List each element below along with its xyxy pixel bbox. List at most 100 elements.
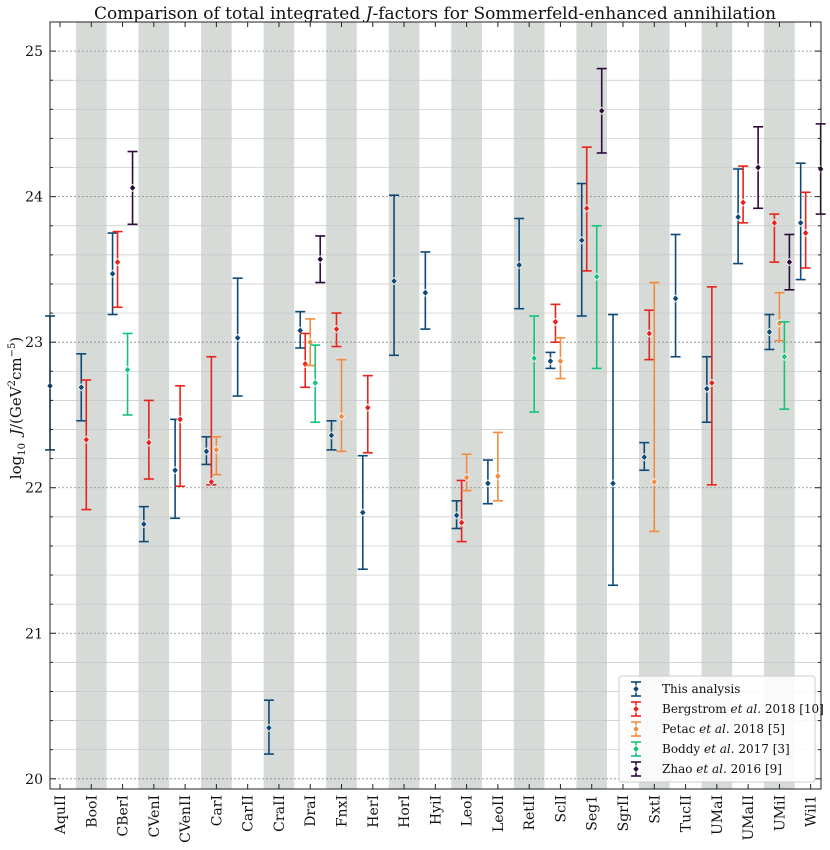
marker-diamond — [171, 466, 179, 475]
point-hyii — [420, 251, 431, 330]
x-tick-label: FnxI — [335, 795, 351, 827]
marker-diamond — [598, 106, 606, 115]
point-wil1 — [800, 191, 811, 269]
x-tick-label: AquII — [53, 795, 69, 835]
point-seg1 — [581, 146, 592, 272]
marker-diamond — [780, 352, 789, 361]
point-umai — [706, 286, 717, 486]
marker-diamond — [296, 326, 304, 335]
point-sxti — [649, 281, 660, 533]
marker-diamond — [452, 511, 461, 520]
marker-diamond — [484, 479, 492, 488]
marker-diamond — [593, 272, 601, 281]
point-heri — [362, 374, 373, 454]
point-drai — [310, 344, 321, 424]
point-umaii — [753, 125, 764, 210]
y-tick-label: 21 — [25, 626, 43, 642]
x-tick-label: HyiI — [428, 795, 444, 825]
point-umii — [779, 321, 790, 410]
point-cberi — [127, 150, 138, 226]
marker-diamond — [754, 163, 762, 172]
point-umii — [784, 233, 795, 291]
x-tick-label: BooI — [84, 795, 100, 828]
x-tick-label: LeoII — [491, 795, 507, 832]
x-tick-label: CVenI — [147, 795, 163, 837]
shaded-bands — [75, 22, 795, 789]
marker-diamond — [650, 477, 658, 487]
point-umaii — [738, 165, 749, 224]
point-leoi — [451, 500, 462, 530]
legend-label: Bergstrom et al. 2018 [10] — [662, 702, 824, 716]
x-axis: AquII BooI CBerI CVenI CVenII CarI CarII CraII D… — [53, 22, 820, 843]
marker-diamond — [145, 438, 153, 447]
x-tick-label: UMaII — [741, 795, 757, 841]
point-cvenii — [170, 418, 181, 520]
series-2 — [211, 281, 785, 533]
x-tick-label: CVenII — [178, 795, 194, 843]
marker-diamond — [108, 269, 117, 278]
x-tick-label: SxtI — [647, 795, 663, 824]
marker-diamond — [703, 384, 711, 393]
marker-diamond — [176, 415, 184, 424]
legend-item-2: Petac et al. 2018 [5] — [631, 721, 785, 737]
marker-diamond — [494, 471, 502, 481]
legend-box — [618, 675, 816, 783]
marker-diamond — [734, 212, 742, 222]
legend-label: Boddy et al. 2017 [3] — [662, 742, 790, 756]
data-points — [45, 67, 826, 755]
marker-diamond — [207, 477, 216, 487]
point-fnxi — [326, 419, 337, 451]
marker-diamond — [140, 519, 148, 529]
marker-diamond — [457, 518, 466, 527]
marker-diamond — [233, 333, 242, 342]
point-cari — [206, 355, 217, 487]
marker-diamond — [359, 508, 367, 517]
marker-diamond — [515, 260, 523, 270]
x-tick-label: SgrII — [616, 795, 632, 831]
marker-diamond — [311, 378, 319, 388]
x-tick-label: DraI — [303, 795, 319, 827]
marker-diamond — [212, 445, 221, 455]
legend-marker — [632, 744, 640, 754]
x-tick-label: Wil1 — [804, 795, 820, 827]
point-hori — [389, 194, 400, 357]
marker-diamond — [113, 258, 122, 267]
marker-diamond — [671, 294, 680, 303]
x-tick-label: LeoI — [460, 795, 476, 827]
point-booi — [81, 379, 92, 511]
point-retii — [514, 217, 525, 310]
point-cberi — [112, 230, 123, 309]
series-1 — [81, 146, 811, 543]
marker-diamond — [551, 317, 560, 326]
y-tick-label: 23 — [25, 335, 43, 351]
marker-diamond — [327, 431, 336, 440]
x-tick-label: CBerI — [116, 795, 132, 837]
point-cveni — [138, 505, 149, 543]
marker-diamond — [530, 354, 538, 363]
band-hori — [388, 22, 420, 789]
y-axis-label: log10J/(GeV2cm−5) — [7, 337, 28, 479]
point-leoi — [461, 453, 472, 492]
point-booi — [76, 353, 87, 422]
legend-item-1: Bergstrom et al. 2018 [10] — [631, 701, 824, 717]
x-tick-label: CarI — [209, 795, 225, 826]
legend-marker — [632, 764, 640, 774]
band-craii — [263, 22, 295, 789]
band-cveni — [138, 22, 170, 789]
point-scli — [545, 351, 556, 370]
point-cberi — [122, 332, 133, 416]
point-scli — [550, 303, 561, 343]
marker-diamond — [390, 276, 398, 286]
chart-title: Comparison of total integrated J-factors… — [94, 4, 776, 24]
marker-diamond — [364, 403, 372, 412]
point-cari — [211, 435, 222, 476]
marker-diamond — [265, 723, 273, 732]
x-tick-label: CraII — [272, 795, 288, 832]
point-scli — [555, 337, 566, 380]
point-seg1 — [596, 67, 607, 154]
band-umii — [764, 22, 795, 789]
marker-diamond — [578, 236, 586, 245]
point-retii — [529, 315, 540, 413]
marker-diamond — [337, 412, 346, 421]
